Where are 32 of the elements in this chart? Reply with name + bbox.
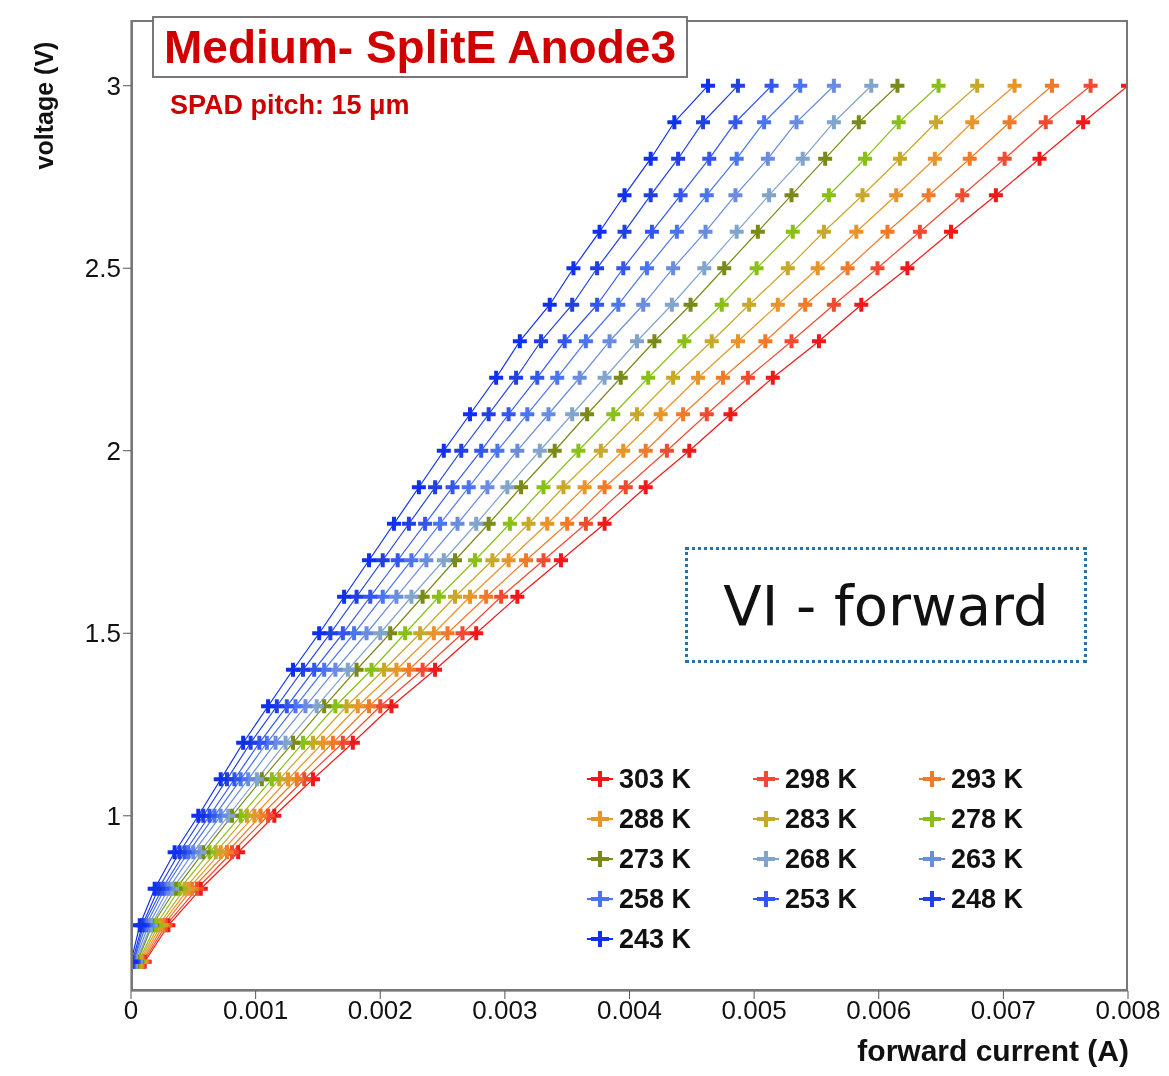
x-tick-label: 0.008: [1095, 995, 1161, 1026]
legend-label: 288 K: [619, 803, 692, 835]
legend-label: 273 K: [619, 843, 692, 875]
x-tick-label: 0.002: [347, 995, 413, 1026]
y-tick-label: 1: [106, 801, 121, 832]
x-tick-label: 0.001: [223, 995, 289, 1026]
y-tick-label: 2.5: [84, 253, 121, 284]
x-tick-label: 0.006: [846, 995, 912, 1026]
x-axis-title: forward current (A): [857, 1034, 1129, 1068]
legend-label: 293 K: [951, 763, 1024, 795]
x-tick-label: 0.007: [970, 995, 1036, 1026]
legend-label: 263 K: [951, 843, 1024, 875]
legend-label: 298 K: [785, 763, 858, 795]
legend-label: 253 K: [785, 883, 858, 915]
chart-title: Medium- SplitE Anode3: [152, 16, 688, 78]
y-tick-label: 3: [106, 70, 121, 101]
annotation: VI - forward: [685, 547, 1087, 663]
text: SPAD pitch: 15 μm: [170, 90, 410, 121]
legend-label: 258 K: [619, 883, 692, 915]
legend-label: 283 K: [785, 803, 858, 835]
y-tick-label: 2: [106, 435, 121, 466]
legend-label: 243 K: [619, 923, 692, 955]
x-tick-label: 0: [123, 995, 139, 1026]
x-tick-label: 0.004: [596, 995, 663, 1026]
x-tick-label: 0.005: [721, 995, 787, 1026]
y-tick-label: 1.5: [84, 618, 121, 649]
legend-label: 278 K: [951, 803, 1024, 835]
legend-label: 248 K: [951, 883, 1024, 915]
legend-label: 303 K: [619, 763, 692, 795]
x-tick-label: 0.003: [472, 995, 538, 1026]
y-axis-title: voltage (V): [30, 41, 60, 169]
legend-label: 268 K: [785, 843, 858, 875]
